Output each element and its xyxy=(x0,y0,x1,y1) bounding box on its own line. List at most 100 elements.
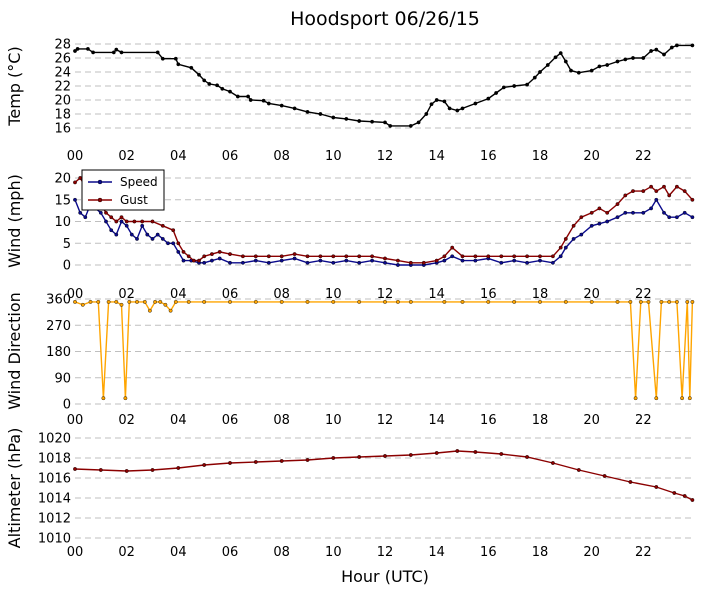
data-point-p1-10 xyxy=(176,62,181,67)
data-point-p1-24 xyxy=(292,106,297,111)
data-point-p3-14 xyxy=(158,299,163,304)
x-tick-label-22: 22 xyxy=(635,413,652,428)
data-point-p3-11 xyxy=(142,299,147,304)
data-point-p1-41 xyxy=(460,106,465,111)
data-point-speed-30 xyxy=(266,260,271,265)
data-point-gust-38 xyxy=(408,260,413,265)
legend-box xyxy=(81,169,165,211)
data-point-p3-47 xyxy=(687,396,692,401)
data-point-p4-17 xyxy=(499,452,504,456)
y-tick-label-15: 15 xyxy=(54,193,71,208)
data-point-speed-65 xyxy=(649,206,653,211)
x-tick-label-06: 06 xyxy=(222,287,239,302)
data-point-p3-27 xyxy=(395,299,400,304)
data-point-p1-14 xyxy=(207,82,212,86)
data-point-p1-37 xyxy=(434,98,439,102)
data-point-p4-23 xyxy=(654,485,659,489)
data-point-gust-46 xyxy=(499,254,504,259)
data-point-gust-15 xyxy=(171,228,176,233)
data-point-gust-68 xyxy=(690,197,695,202)
data-point-p1-42 xyxy=(473,101,478,106)
data-point-gust-40 xyxy=(434,258,439,263)
data-point-speed-13 xyxy=(140,223,145,228)
data-point-speed-69 xyxy=(675,215,679,220)
data-point-p1-57 xyxy=(597,64,602,69)
data-point-p1-44 xyxy=(494,91,498,95)
data-point-p1-27 xyxy=(331,115,336,120)
x-tick-label-22: 22 xyxy=(635,287,652,302)
data-point-gust-44 xyxy=(473,254,478,259)
data-point-gust-12 xyxy=(140,219,145,224)
data-point-gust-61 xyxy=(641,189,646,194)
data-point-p3-40 xyxy=(646,299,651,304)
data-point-p3-31 xyxy=(486,299,491,304)
data-point-p3-39 xyxy=(638,299,643,304)
data-point-speed-26 xyxy=(217,256,222,261)
x-tick-label-18: 18 xyxy=(532,287,549,302)
data-point-p4-19 xyxy=(551,461,555,465)
series-line-3 xyxy=(74,301,694,399)
data-point-gust-62 xyxy=(649,184,653,189)
data-point-p4-22 xyxy=(628,480,633,484)
data-point-gust-57 xyxy=(605,210,610,215)
data-point-speed-2 xyxy=(83,215,88,220)
data-point-p4-25 xyxy=(682,494,687,498)
data-point-p3-35 xyxy=(589,299,594,304)
data-point-p4-15 xyxy=(455,449,460,453)
data-point-p1-68 xyxy=(690,43,695,48)
data-point-p1-25 xyxy=(305,110,310,114)
x-tick-label-22: 22 xyxy=(635,545,652,560)
data-point-p4-24 xyxy=(672,491,677,495)
data-point-p3-18 xyxy=(186,299,191,304)
data-point-p4-20 xyxy=(576,468,581,472)
data-point-p3-4 xyxy=(101,396,106,401)
data-point-speed-36 xyxy=(344,258,349,263)
data-point-p4-3 xyxy=(150,468,155,472)
data-point-speed-14 xyxy=(145,232,150,237)
x-tick-label-02: 02 xyxy=(118,545,135,560)
y-tick-label-1010: 1010 xyxy=(38,532,71,547)
data-point-p1-59 xyxy=(615,59,620,64)
y-tick-label-20: 20 xyxy=(54,94,71,109)
data-point-p3-43 xyxy=(667,299,672,304)
data-point-p1-40 xyxy=(455,108,460,113)
data-point-gust-43 xyxy=(460,254,465,259)
data-point-speed-19 xyxy=(171,241,176,246)
data-point-p1-18 xyxy=(235,94,240,99)
data-point-p1-17 xyxy=(228,89,232,94)
data-point-p4-4 xyxy=(176,466,181,470)
x-tick-label-02: 02 xyxy=(118,287,135,302)
x-tick-label-12: 12 xyxy=(377,413,394,428)
data-point-p1-60 xyxy=(623,57,628,62)
data-point-p3-20 xyxy=(228,299,232,304)
data-point-speed-38 xyxy=(370,258,374,263)
data-point-speed-17 xyxy=(160,236,165,241)
y-tick-label-1018: 1018 xyxy=(38,452,71,467)
data-point-p3-28 xyxy=(408,299,413,304)
data-point-speed-71 xyxy=(690,215,695,220)
data-point-p3-38 xyxy=(633,396,638,401)
y-tick-label-24: 24 xyxy=(54,66,71,81)
data-point-speed-50 xyxy=(512,258,517,263)
x-tick-label-22: 22 xyxy=(635,149,652,164)
data-point-speed-66 xyxy=(654,197,659,202)
x-axis-label: Hour (UTC) xyxy=(341,567,429,586)
data-point-gust-39 xyxy=(421,260,426,265)
data-point-p4-11 xyxy=(357,455,362,459)
data-point-gust-47 xyxy=(512,254,517,259)
data-point-gust-31 xyxy=(318,254,323,259)
data-point-gust-7 xyxy=(109,215,114,220)
x-tick-label-00: 00 xyxy=(67,287,84,302)
y-tick-label-0: 0 xyxy=(63,398,71,413)
y-tick-label-26: 26 xyxy=(54,52,71,67)
data-point-gust-42 xyxy=(450,245,455,250)
data-point-speed-57 xyxy=(579,232,584,237)
data-point-speed-33 xyxy=(305,260,310,265)
data-point-p3-44 xyxy=(675,299,679,304)
data-point-p1-4 xyxy=(111,50,116,55)
data-point-p1-7 xyxy=(155,50,160,55)
data-point-p3-6 xyxy=(114,299,119,304)
data-point-gust-19 xyxy=(191,258,196,263)
data-point-speed-32 xyxy=(292,256,297,261)
data-point-gust-21 xyxy=(202,254,207,259)
